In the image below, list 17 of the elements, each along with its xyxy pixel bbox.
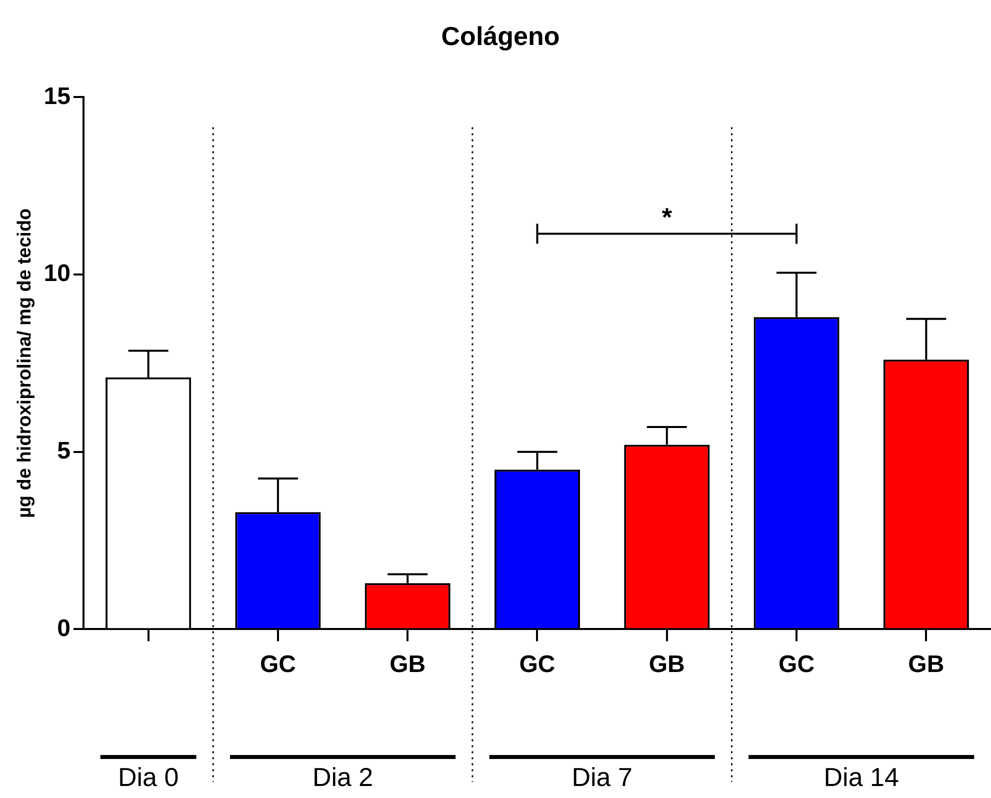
text: Dia 14 bbox=[824, 762, 899, 792]
y-tick-label: 15 bbox=[44, 82, 70, 110]
text: Dia 2 bbox=[312, 762, 374, 792]
x-tick-label: GB bbox=[908, 651, 944, 678]
annotation: * bbox=[662, 202, 673, 232]
x-tick-label: GC bbox=[519, 651, 556, 678]
y-tick-label: 0 bbox=[57, 614, 70, 642]
x-tick-label: GC bbox=[260, 651, 296, 678]
text: Dia 0 bbox=[118, 762, 179, 792]
y-tick-label: 5 bbox=[57, 437, 70, 464]
y-axis-title: µg de hidroxiprolina/ mg de tecido bbox=[14, 208, 36, 518]
x-tick-label: GC bbox=[778, 651, 815, 678]
x-tick-label: GB bbox=[648, 651, 685, 678]
x-tick-label: GB bbox=[390, 651, 426, 678]
chart-title: Colágeno bbox=[441, 20, 560, 51]
text: Dia 7 bbox=[572, 762, 632, 792]
y-tick-label: 10 bbox=[44, 260, 70, 288]
